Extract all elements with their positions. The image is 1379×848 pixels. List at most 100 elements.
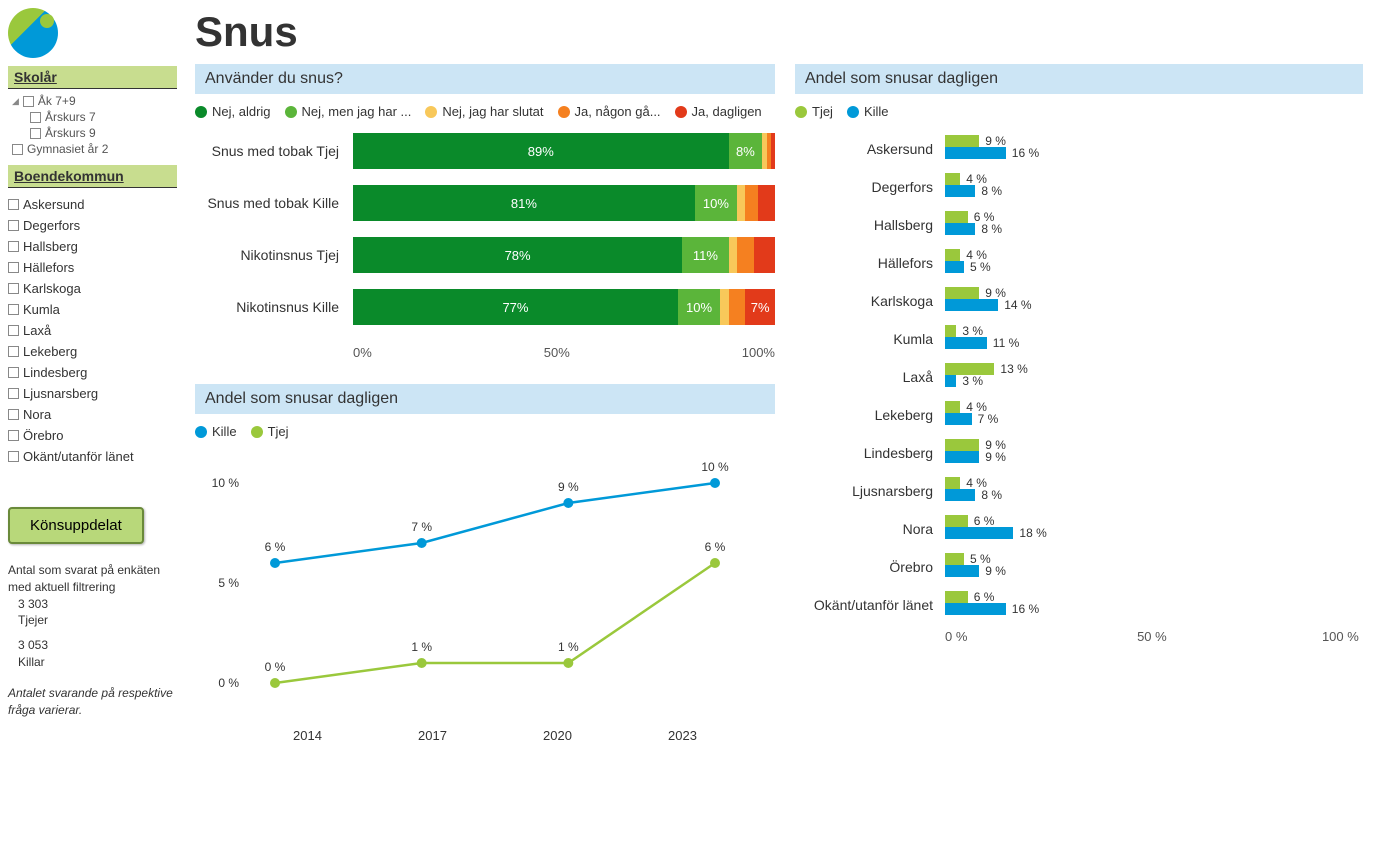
line-point <box>270 558 280 568</box>
checkbox[interactable] <box>8 199 19 210</box>
axis-tick: 0% <box>353 345 372 360</box>
line-title: Andel som snusar dagligen <box>195 384 775 414</box>
tree-item[interactable]: ◢Åk 7+9 <box>12 93 177 109</box>
hbar-label: Lindesberg <box>795 439 945 461</box>
legend-label: Tjej <box>268 424 289 439</box>
hbar-kille <box>945 223 975 235</box>
checkbox[interactable] <box>8 430 19 441</box>
tree-item[interactable]: Årskurs 7 <box>30 109 177 125</box>
stacked-bar: 89%8% <box>353 133 775 169</box>
hbar-pair: 9 %9 % <box>945 439 1363 463</box>
stacked-bar: 77%10%7% <box>353 289 775 325</box>
line-legend: KilleTjej <box>195 424 775 439</box>
axis-tick: 100 % <box>1221 629 1359 644</box>
kommun-item[interactable]: Hallsberg <box>8 236 177 257</box>
hbar-value: 7 % <box>978 412 999 426</box>
checkbox[interactable] <box>8 409 19 420</box>
hbar-row: Degerfors4 %8 % <box>795 173 1363 197</box>
tree-item[interactable]: Årskurs 9 <box>30 125 177 141</box>
hbar-label: Lekeberg <box>795 401 945 423</box>
checkbox[interactable] <box>8 262 19 273</box>
checkbox[interactable] <box>30 128 41 139</box>
hbar-pair: 4 %8 % <box>945 173 1363 197</box>
line-point <box>417 538 427 548</box>
survey-l2: Killar <box>18 654 177 671</box>
checkbox[interactable] <box>8 220 19 231</box>
hbar-label: Örebro <box>795 553 945 575</box>
point-label: 1 % <box>411 640 432 654</box>
hbar-value: 9 % <box>985 286 1006 300</box>
hbar-value: 18 % <box>1019 526 1046 540</box>
tree-label: Årskurs 7 <box>45 110 96 124</box>
hbar-value: 14 % <box>1004 298 1031 312</box>
hbar-row: Askersund9 %16 % <box>795 135 1363 159</box>
hbar-kille <box>945 147 1006 159</box>
bar-segment: 10% <box>678 289 720 325</box>
kommun-item[interactable]: Örebro <box>8 425 177 446</box>
kommun-item[interactable]: Karlskoga <box>8 278 177 299</box>
line-point <box>710 478 720 488</box>
kommun-label: Lekeberg <box>23 344 77 359</box>
hbar-value: 11 % <box>993 336 1019 350</box>
boende-header: Boendekommun <box>8 165 177 188</box>
kommun-label: Örebro <box>23 428 63 443</box>
x-tick: 2014 <box>245 728 370 743</box>
bar-segment: 78% <box>353 237 682 273</box>
checkbox[interactable] <box>8 325 19 336</box>
bar-segment <box>737 185 745 221</box>
legend-item: Kille <box>847 104 889 119</box>
hbar-pair: 6 %16 % <box>945 591 1363 615</box>
checkbox[interactable] <box>23 96 34 107</box>
hbar-kille <box>945 261 964 273</box>
kommun-label: Nora <box>23 407 51 422</box>
line-x-labels: 2014201720202023 <box>245 728 745 743</box>
hbar-tjej <box>945 553 964 565</box>
point-label: 0 % <box>265 660 286 674</box>
checkbox[interactable] <box>8 283 19 294</box>
hbar-kille <box>945 185 975 197</box>
stacked-row-label: Snus med tobak Tjej <box>195 143 353 159</box>
legend-item: Tjej <box>251 424 289 439</box>
checkbox[interactable] <box>8 451 19 462</box>
stacked-row-label: Nikotinsnus Kille <box>195 299 353 315</box>
hbar-label: Okänt/utanför länet <box>795 591 945 613</box>
checkbox[interactable] <box>8 367 19 378</box>
bar-segment: 10% <box>695 185 737 221</box>
kommun-label: Karlskoga <box>23 281 81 296</box>
konsuppdelat-button[interactable]: Könsuppdelat <box>8 507 144 544</box>
checkbox[interactable] <box>8 346 19 357</box>
kommun-item[interactable]: Laxå <box>8 320 177 341</box>
kommun-item[interactable]: Askersund <box>8 194 177 215</box>
stacked-row-label: Nikotinsnus Tjej <box>195 247 353 263</box>
hbar-axis: 0 % 50 % 100 % <box>945 629 1363 644</box>
hbar-tjej <box>945 249 960 261</box>
kommun-item[interactable]: Lekeberg <box>8 341 177 362</box>
kommun-item[interactable]: Nora <box>8 404 177 425</box>
y-tick: 0 % <box>218 676 239 690</box>
bar-segment <box>729 289 746 325</box>
hbar-kille <box>945 527 1013 539</box>
legend-swatch <box>847 106 859 118</box>
line-y-labels: 0 %5 %10 % <box>195 453 243 713</box>
kommun-item[interactable]: Degerfors <box>8 215 177 236</box>
checkbox[interactable] <box>12 144 23 155</box>
checkbox[interactable] <box>30 112 41 123</box>
kommun-item[interactable]: Okänt/utanför länet <box>8 446 177 467</box>
line-series <box>275 563 715 683</box>
hbar-tjej <box>945 477 960 489</box>
hbar-tjej <box>945 325 956 337</box>
bar-segment <box>754 237 775 273</box>
kommun-item[interactable]: Lindesberg <box>8 362 177 383</box>
checkbox[interactable] <box>8 304 19 315</box>
tree-label: Årskurs 9 <box>45 126 96 140</box>
legend-label: Nej, aldrig <box>212 104 271 119</box>
hbar-value: 9 % <box>985 134 1006 148</box>
hbar-kille <box>945 413 972 425</box>
checkbox[interactable] <box>8 388 19 399</box>
tree-item[interactable]: Gymnasiet år 2 <box>12 141 177 157</box>
kommun-item[interactable]: Kumla <box>8 299 177 320</box>
hbar-chart: Askersund9 %16 %Degerfors4 %8 %Hallsberg… <box>795 135 1363 615</box>
kommun-item[interactable]: Hällefors <box>8 257 177 278</box>
kommun-item[interactable]: Ljusnarsberg <box>8 383 177 404</box>
checkbox[interactable] <box>8 241 19 252</box>
